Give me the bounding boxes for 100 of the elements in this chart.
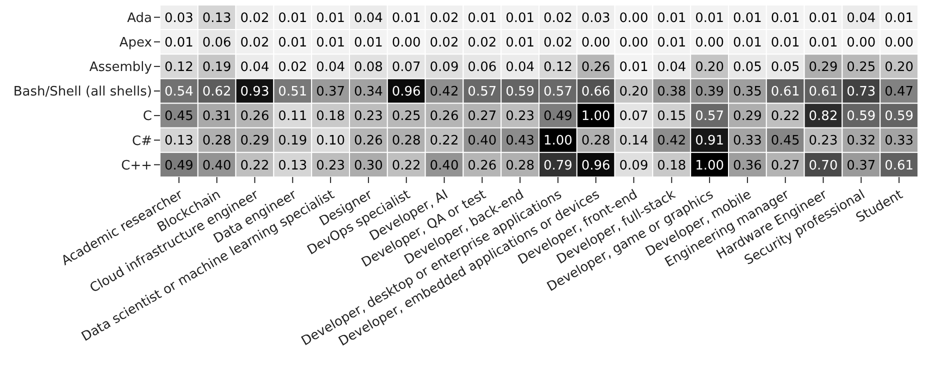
data-label: 0.47	[884, 84, 914, 100]
data-label: 0.04	[506, 60, 535, 75]
data-label: 0.40	[468, 134, 497, 149]
data-label: 0.25	[392, 109, 421, 124]
data-label: 0.62	[202, 84, 232, 100]
data-label: 0.01	[884, 10, 914, 26]
data-label: 0.19	[278, 134, 308, 149]
data-label: 0.13	[278, 158, 308, 174]
data-label: 0.38	[657, 84, 686, 100]
data-label: 0.02	[543, 10, 572, 26]
data-label: 0.19	[202, 60, 232, 75]
y-tick-label: C	[142, 109, 152, 124]
data-label: 0.03	[581, 10, 610, 26]
y-tick-label: Apex	[119, 35, 152, 50]
data-label: 0.59	[884, 109, 914, 124]
data-label: 0.28	[202, 134, 232, 149]
data-label: 0.49	[164, 158, 194, 174]
data-label: 0.23	[354, 109, 383, 124]
data-label: 0.57	[543, 84, 572, 100]
data-label: 0.02	[543, 35, 572, 50]
data-label: 0.01	[808, 35, 838, 50]
data-label: 0.07	[619, 109, 648, 124]
data-label: 0.79	[543, 158, 572, 174]
data-label: 0.61	[770, 84, 800, 100]
data-label: 0.09	[430, 60, 459, 75]
data-label: 0.28	[506, 158, 535, 174]
data-label: 0.03	[164, 10, 194, 26]
data-label: 0.23	[808, 134, 838, 149]
data-label: 0.57	[695, 109, 724, 124]
data-label: 0.42	[430, 84, 459, 100]
data-label: 0.93	[240, 84, 270, 100]
data-label: 0.26	[468, 158, 497, 174]
data-label: 0.01	[506, 10, 535, 26]
data-label: 0.61	[808, 84, 838, 100]
data-label: 0.61	[884, 158, 914, 174]
data-label: 0.18	[657, 158, 686, 174]
data-label: 0.73	[846, 84, 876, 100]
data-label: 0.01	[278, 35, 308, 50]
y-tick-label: C#	[132, 134, 152, 149]
data-label: 1.00	[695, 158, 724, 174]
data-label: 0.20	[884, 60, 914, 75]
data-label: 0.54	[164, 84, 194, 100]
data-label: 0.00	[619, 10, 648, 26]
data-label: 0.15	[657, 109, 686, 124]
data-label: 0.01	[354, 35, 383, 50]
data-label: 0.91	[695, 134, 724, 149]
y-tick-label: Bash/Shell (all shells)	[13, 84, 152, 100]
data-label: 0.01	[468, 10, 497, 26]
data-label: 0.01	[619, 60, 648, 75]
data-label: 0.11	[278, 109, 308, 124]
y-tick-label: Ada	[127, 10, 152, 26]
data-label: 0.12	[543, 60, 572, 75]
data-label: 0.01	[278, 10, 308, 26]
data-label: 0.59	[846, 109, 876, 124]
data-label: 0.02	[468, 35, 497, 50]
data-label: 0.26	[354, 134, 383, 149]
data-label: 0.13	[164, 134, 194, 149]
data-label: 0.04	[846, 10, 876, 26]
data-label: 0.18	[316, 109, 346, 124]
data-label: 0.45	[770, 134, 800, 149]
data-label: 0.01	[506, 35, 535, 50]
data-label: 0.29	[732, 109, 762, 124]
data-label: 0.01	[164, 35, 194, 50]
data-label: 0.59	[506, 84, 535, 100]
data-label: 0.32	[846, 134, 876, 149]
data-label: 0.37	[316, 84, 346, 100]
data-label: 0.02	[278, 60, 308, 75]
data-label: 0.02	[430, 35, 459, 50]
data-label: 0.33	[732, 134, 762, 149]
data-label: 0.04	[354, 10, 383, 26]
data-label: 0.40	[202, 158, 232, 174]
data-label: 0.01	[316, 35, 346, 50]
data-label: 0.43	[506, 134, 535, 149]
data-label: 0.96	[581, 158, 610, 174]
data-label: 0.28	[581, 134, 610, 149]
data-label: 0.13	[202, 10, 232, 26]
data-label: 0.00	[619, 35, 648, 50]
data-label: 0.22	[430, 134, 459, 149]
data-label: 0.22	[240, 158, 270, 174]
data-label: 0.37	[846, 158, 876, 174]
data-label: 0.33	[884, 134, 914, 149]
data-label: 0.36	[732, 158, 762, 174]
data-label: 0.30	[354, 158, 383, 174]
data-label: 0.08	[354, 60, 383, 75]
data-label: 0.22	[392, 158, 421, 174]
data-label: 0.01	[808, 10, 838, 26]
data-label: 0.06	[202, 35, 232, 50]
data-label: 0.34	[354, 84, 383, 100]
data-label: 0.23	[506, 109, 535, 124]
data-label: 0.14	[619, 134, 648, 149]
data-label: 0.28	[392, 134, 421, 149]
data-label: 1.00	[581, 109, 610, 124]
data-label: 0.51	[278, 84, 308, 100]
data-label: 0.00	[846, 35, 876, 50]
data-label: 0.10	[316, 134, 346, 149]
data-label: 0.20	[619, 84, 648, 100]
data-label: 0.22	[770, 109, 800, 124]
data-label: 0.35	[732, 84, 762, 100]
data-label: 0.29	[240, 134, 270, 149]
y-tick-label: Assembly	[89, 60, 152, 76]
